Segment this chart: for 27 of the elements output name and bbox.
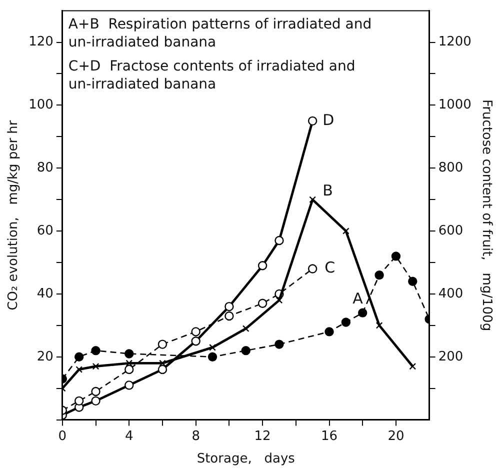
series-label: B [322, 181, 333, 200]
x-tick-label: 20 [388, 428, 404, 444]
y2-tick-label: 600 [438, 223, 464, 238]
y-tick-label: 40 [36, 286, 54, 302]
y-axis-title: CO₂ evolution, mg/kg per hr [6, 120, 22, 310]
series-label: A [352, 290, 364, 308]
y2-tick-label: 200 [438, 349, 464, 364]
x-tick-label: 16 [320, 428, 338, 444]
y-tick-label: 60 [36, 223, 54, 238]
y-tick-label: 100 [28, 98, 54, 113]
y-tick-label: 80 [36, 160, 54, 176]
y2-tick-label: 1000 [438, 98, 472, 113]
x-axis-title: Storage, days [196, 452, 296, 467]
y-tick-label: 120 [28, 34, 54, 50]
x-tick-label: 4 [124, 428, 134, 444]
annotation: A+B Respiration patterns of irradiated and un-irradiated banana [68, 16, 372, 50]
y2-tick-label: 800 [438, 160, 464, 176]
series-label: C [324, 258, 336, 277]
annotation: C+D Fractose contents of irradiated and un-irradiated banana [68, 58, 356, 92]
x-tick-label: 0 [58, 428, 67, 444]
y2-tick-label: 400 [438, 286, 464, 302]
y2-tick-label: 1200 [438, 34, 472, 50]
x-tick-label: 8 [192, 428, 200, 444]
y2-axis-title: Fructose content of fruit, mg/100g [478, 100, 494, 332]
x-tick-label: 12 [254, 428, 271, 444]
y-tick-label: 20 [36, 349, 54, 364]
series-label: D [322, 110, 334, 129]
